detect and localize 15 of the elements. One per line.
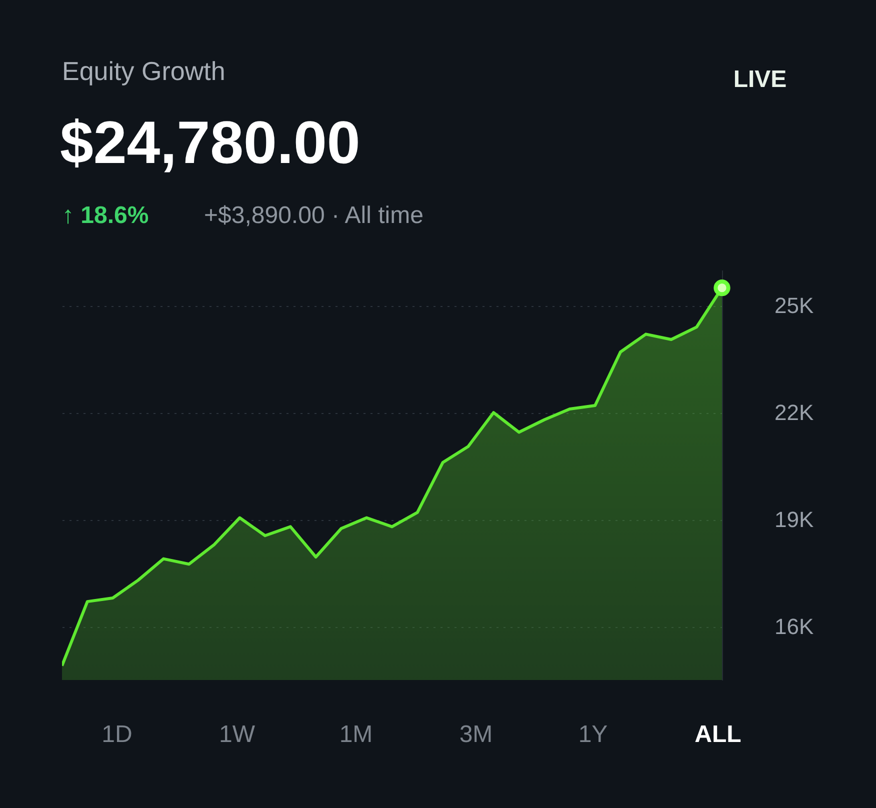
text: +$3,890.00 · All time	[204, 202, 424, 229]
text: LIVE	[733, 66, 787, 93]
y-tick-label: 16K	[774, 614, 814, 640]
text: ↑ 18.6%	[62, 202, 149, 229]
text: 1M	[339, 721, 373, 748]
chart-title: Equity Growth	[62, 56, 226, 86]
y-tick-label: 19K	[774, 507, 814, 532]
chart-subtitle: $24,780.00	[60, 109, 360, 176]
text: 1D	[102, 721, 132, 748]
y-tick-label: 25K	[774, 293, 814, 318]
text: 1W	[219, 721, 256, 748]
text: 3M	[459, 721, 493, 748]
text: 1Y	[578, 721, 608, 748]
text: ALL	[694, 721, 742, 748]
y-tick-label: 22K	[774, 400, 814, 426]
